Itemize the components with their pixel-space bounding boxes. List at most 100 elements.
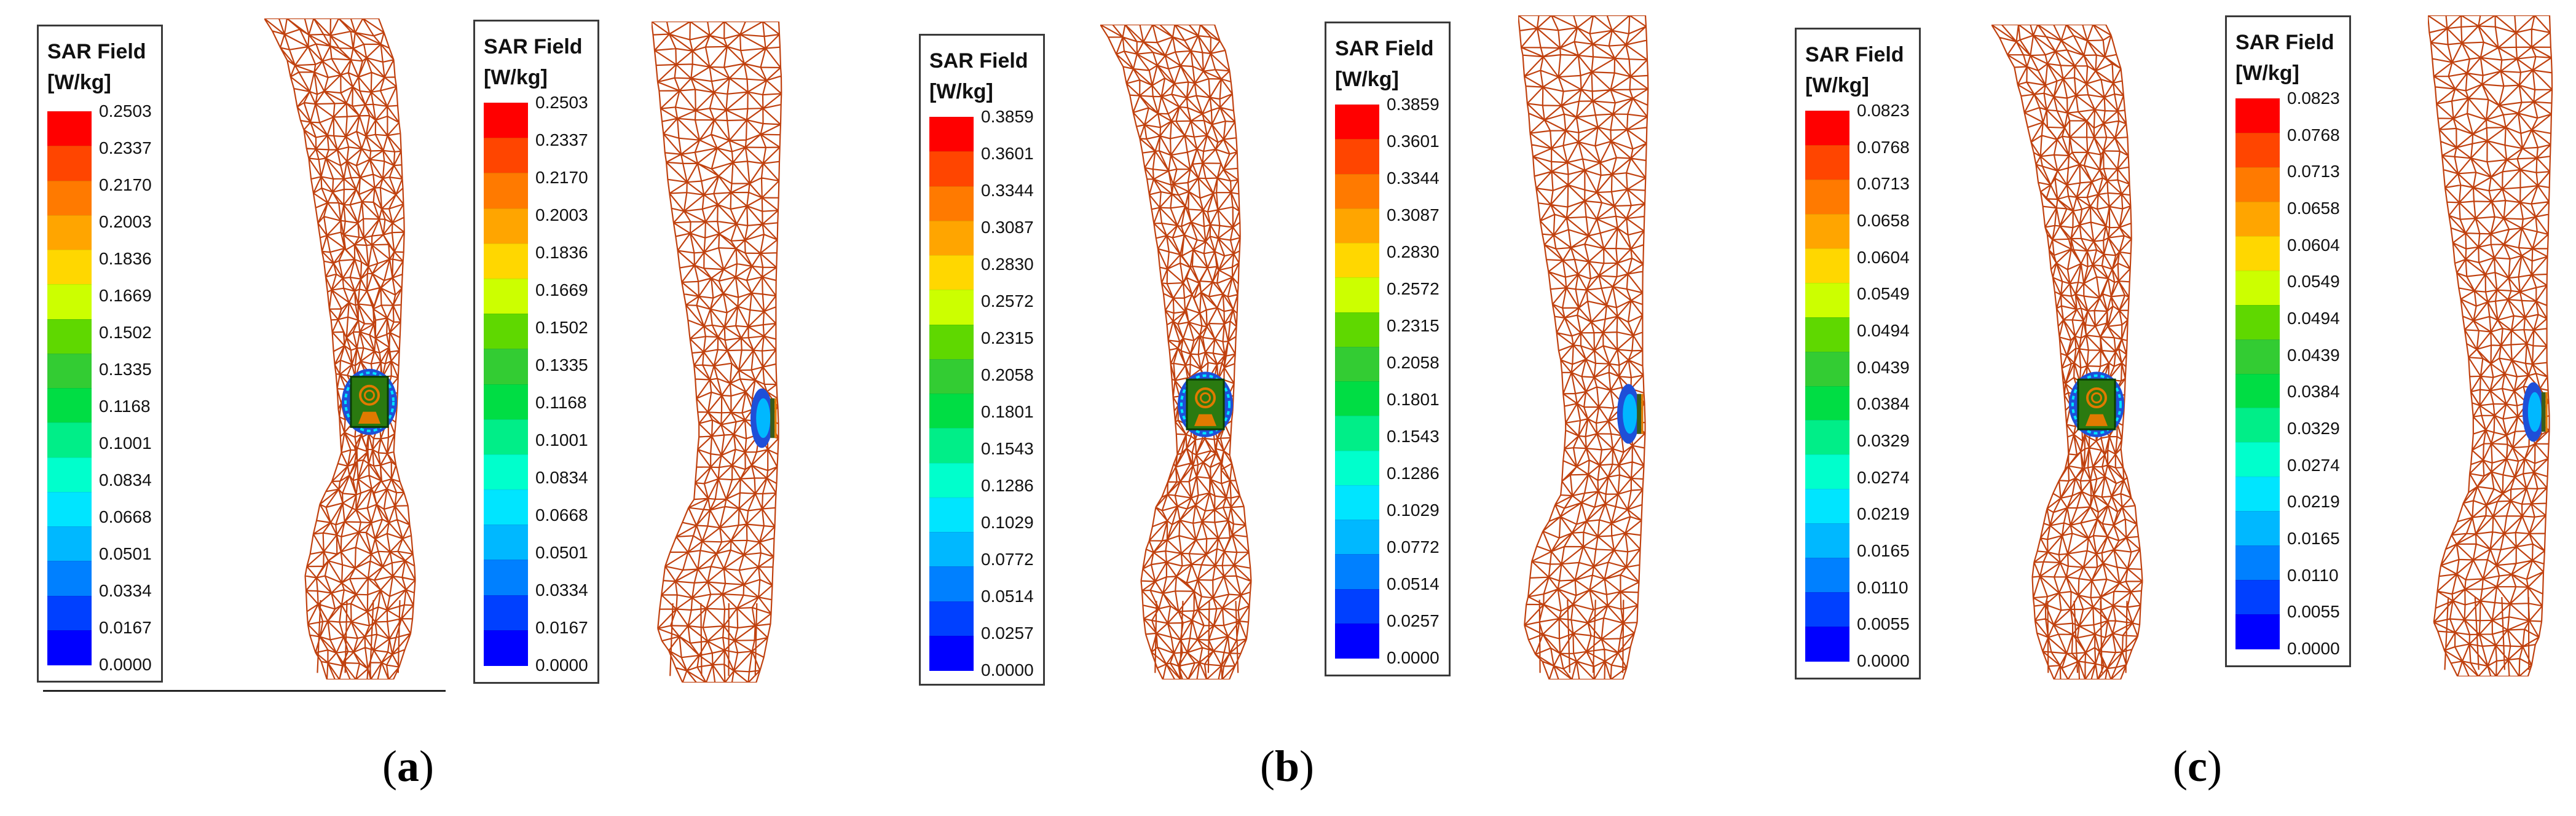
scale-tick-label: 0.0110 (2287, 565, 2339, 585)
color-scale-segment (2235, 167, 2280, 202)
scale-tick-label: 0.2503 (535, 93, 588, 112)
color-scale-segment (2235, 270, 2280, 306)
scale-tick-label: 0.0501 (99, 544, 152, 563)
scale-tick-label: 0.1543 (981, 439, 1034, 458)
color-scale-segment (1805, 558, 1849, 593)
scale-tick-label: 0.0514 (981, 587, 1034, 606)
color-scale-segment (2235, 477, 2280, 512)
legend-title: SAR Field (929, 49, 1028, 73)
wireframe-mesh (1100, 23, 1252, 681)
scale-tick-label: 0.0165 (2287, 529, 2340, 548)
color-scale-segment (1335, 277, 1379, 312)
color-scale-segment (1805, 627, 1849, 662)
color-scale-segment (484, 595, 528, 631)
scale-tick-label: 0.1669 (535, 280, 588, 299)
color-scale-bar (1335, 105, 1379, 659)
color-scale-segment (1335, 105, 1379, 140)
scale-tick-label: 0.1836 (99, 249, 152, 268)
caption-close-paren: ) (1299, 742, 1315, 791)
arm-wireframe-front-view (1991, 23, 2176, 681)
color-scale-segment (47, 630, 92, 665)
color-scale-segment (1805, 386, 1849, 421)
scale-tick-label: 0.0000 (981, 660, 1034, 679)
scale-tick-label: 0.3859 (1387, 95, 1440, 114)
scale-tick-label: 0.0257 (981, 624, 1034, 643)
scale-tick-label: 0.3859 (981, 107, 1034, 126)
sar-legend: SAR Field [W/kg] 0.3859 0.3601 0.3344 0.3087 0… (919, 34, 1045, 686)
sar-legend: SAR Field [W/kg] 0.0823 0.0768 0.0713 0.0658 0… (1795, 28, 1921, 679)
scale-tick-label: 0.0768 (2287, 125, 2340, 145)
color-scale-segment (484, 103, 528, 138)
color-scale-segment (484, 349, 528, 384)
scale-tick-label: 0.0834 (535, 468, 588, 487)
arm-wireframe-side-view (2427, 14, 2563, 678)
scale-tick-label: 0.2572 (1387, 279, 1440, 298)
color-scale-segment (929, 532, 974, 567)
caption-open-paren: ( (2173, 742, 2188, 791)
scale-tick-label: 0.0823 (1857, 101, 1910, 120)
scale-tick-label: 0.0219 (2287, 492, 2340, 512)
scale-tick-label: 0.0713 (2287, 162, 2340, 181)
sar-legend: SAR Field [W/kg] 0.0823 0.0768 0.0713 0.0658 0… (2225, 15, 2351, 667)
scale-tick-label: 0.2315 (981, 328, 1034, 347)
scale-tick-label: 0.2315 (1387, 316, 1440, 335)
scale-tick-label: 0.0000 (535, 656, 588, 675)
wearable-antenna (1617, 384, 1644, 444)
sar-legend: SAR Field [W/kg] 0.2503 0.2337 0.2170 0.2003 0… (473, 20, 599, 684)
color-scale-segment (2235, 442, 2280, 477)
scale-tick-label: 0.0055 (2287, 602, 2340, 622)
color-scale-segment (1335, 381, 1379, 416)
scale-tick-label: 0.0167 (99, 618, 152, 637)
color-scale-bar (1805, 111, 1849, 662)
color-scale-segment (929, 220, 974, 256)
color-scale-segment (1335, 243, 1379, 278)
color-scale-segment (1335, 450, 1379, 486)
scale-tick-label: 0.1168 (99, 397, 151, 416)
caption-letter: c (2187, 742, 2207, 791)
legend-unit: [W/kg] (484, 66, 548, 89)
scale-tick-label: 0.0668 (535, 505, 588, 525)
scale-tick-label: 0.2337 (535, 130, 588, 149)
scale-tick-label: 0.1001 (99, 434, 152, 453)
scale-tick-label: 0.0334 (99, 581, 152, 600)
scale-tick-label: 0.0165 (1857, 541, 1910, 560)
color-scale-segment (484, 243, 528, 279)
scale-tick-label: 0.1286 (1387, 464, 1440, 483)
color-scale-segment (47, 491, 92, 527)
scale-tick-label: 0.1801 (981, 402, 1034, 421)
color-scale-segment (47, 146, 92, 181)
arm-wireframe-front-view (1100, 23, 1285, 681)
legend-unit: [W/kg] (929, 80, 993, 103)
color-scale-segment (1805, 145, 1849, 180)
scale-tick-label: 0.2003 (99, 212, 152, 231)
wireframe-mesh (650, 20, 782, 684)
scale-tick-label: 0.0834 (99, 470, 152, 489)
scale-tick-label: 0.3087 (1387, 205, 1440, 224)
color-scale-segment (929, 428, 974, 463)
wireframe-mesh (264, 17, 416, 681)
scale-tick-label: 0.0384 (1857, 394, 1910, 414)
color-scale-segment (1335, 485, 1379, 520)
scale-tick-label: 0.0257 (1387, 611, 1440, 630)
color-scale-segment (929, 462, 974, 498)
color-scale-segment (47, 215, 92, 250)
color-scale-segment (484, 208, 528, 244)
color-scale-segment (929, 324, 974, 360)
color-scale-segment (484, 314, 528, 349)
color-scale-segment (929, 394, 974, 429)
scale-tick-label: 0.2003 (535, 205, 588, 224)
scale-tick-label: 0.2503 (99, 101, 152, 121)
legend-unit: [W/kg] (2235, 61, 2299, 85)
scale-tick-label: 0.1669 (99, 286, 152, 305)
color-scale-segment (1335, 173, 1379, 209)
color-scale-segment (1805, 489, 1849, 524)
subfigure-caption: (c) (2173, 744, 2222, 788)
color-scale-segment (484, 560, 528, 596)
scale-tick-label: 0.2830 (981, 255, 1034, 274)
scale-tick-label: 0.1001 (535, 430, 588, 450)
scale-tick-label: 0.3087 (981, 218, 1034, 237)
wearable-antenna (2523, 382, 2548, 442)
color-scale-segment (2235, 373, 2280, 408)
baseline-rule (43, 690, 446, 692)
color-scale-segment (47, 111, 92, 146)
